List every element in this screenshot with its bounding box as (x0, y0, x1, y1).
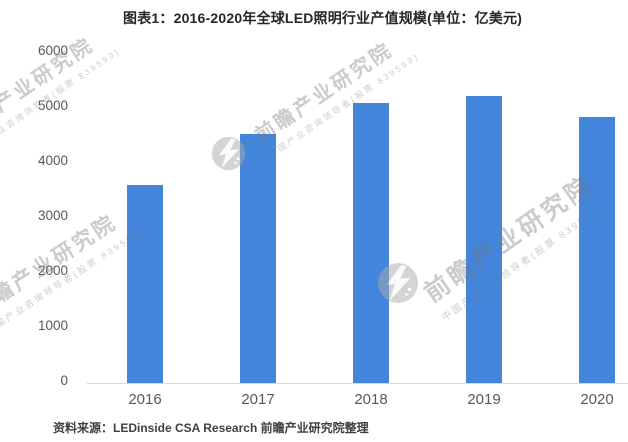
y-tick-label-2000: 2000 (37, 263, 68, 278)
x-tick-label-2018: 2018 (354, 391, 388, 408)
source-note: 资料来源：LEDinside CSA Research 前瞻产业研究院整理 (53, 421, 369, 435)
x-tick-label-2020: 2020 (580, 391, 614, 408)
bar-2018 (353, 102, 389, 383)
y-tick-label-4000: 4000 (37, 153, 68, 168)
chart-title: 图表1：2016-2020年全球LED照明行业产值规模(单位：亿美元) (123, 10, 523, 26)
x-tick-label-2019: 2019 (467, 391, 501, 408)
bar-2019 (466, 95, 502, 383)
x-axis-line (87, 383, 628, 384)
y-tick-label-6000: 6000 (37, 43, 68, 58)
bar-2016 (127, 185, 163, 383)
y-tick-label-0: 0 (60, 373, 68, 388)
y-tick-label-5000: 5000 (37, 98, 68, 113)
x-tick-label-2017: 2017 (241, 391, 275, 408)
bar-2020 (579, 116, 615, 383)
y-tick-label-3000: 3000 (37, 208, 68, 223)
y-tick-label-1000: 1000 (37, 318, 68, 333)
x-tick-label-2016: 2016 (128, 391, 162, 408)
bar-2017 (240, 134, 276, 383)
